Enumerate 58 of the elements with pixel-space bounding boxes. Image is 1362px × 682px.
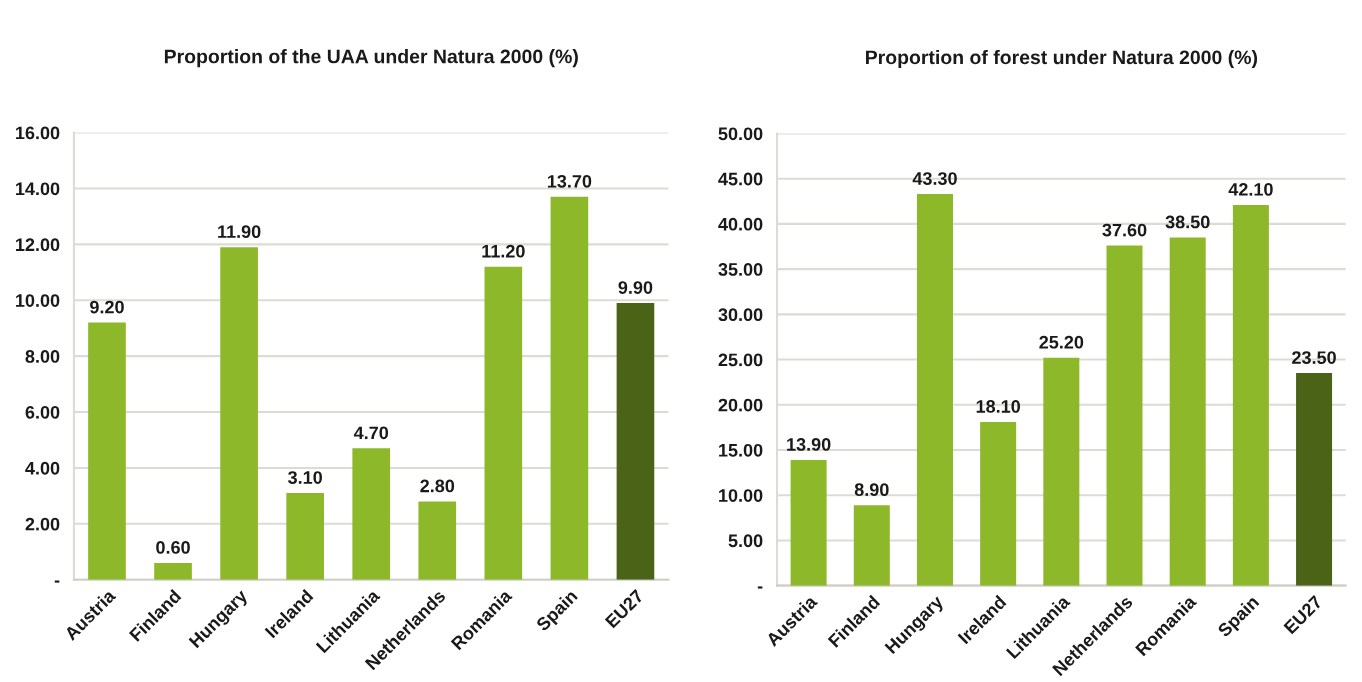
y-tick-label: 10.00 xyxy=(719,489,763,502)
y-tick-label: - xyxy=(757,586,763,589)
data-label: 4.70 xyxy=(353,426,389,440)
bar xyxy=(220,247,258,580)
bar xyxy=(916,194,953,586)
chart-title: Proportion of the UAA under Natura 2000 (%) xyxy=(164,49,578,68)
bar xyxy=(484,266,523,580)
data-label: 11.20 xyxy=(482,244,525,258)
data-label: 37.60 xyxy=(1102,223,1147,237)
data-label: 9.90 xyxy=(618,281,653,294)
bar xyxy=(853,505,890,586)
data-label: 42.10 xyxy=(1228,183,1273,196)
data-label: 11.90 xyxy=(218,225,261,239)
y-tick-label: 20.00 xyxy=(718,398,763,412)
y-tick-label: 25.00 xyxy=(718,353,763,367)
y-tick-label: 15.00 xyxy=(719,443,763,457)
bar xyxy=(1232,204,1269,586)
bar xyxy=(1169,237,1206,586)
y-tick-label: 12.00 xyxy=(16,238,60,252)
data-label: 8.90 xyxy=(854,483,889,497)
y-tick-label: 30.00 xyxy=(718,308,763,322)
y-tick-label: 16.00 xyxy=(16,126,60,140)
bar xyxy=(980,421,1017,586)
data-label: 13.90 xyxy=(787,438,831,451)
y-tick-label: 45.00 xyxy=(718,172,763,186)
bar xyxy=(286,493,324,580)
y-tick-label: 50.00 xyxy=(718,127,763,141)
y-tick-label: 35.00 xyxy=(718,263,763,276)
data-label: 23.50 xyxy=(1292,351,1336,365)
data-label: 2.80 xyxy=(420,479,455,493)
y-tick-label: 10.00 xyxy=(16,294,60,307)
y-tick-label: 4.00 xyxy=(25,461,60,475)
y-tick-label: - xyxy=(54,580,60,583)
bar xyxy=(1106,245,1143,586)
data-label: 38.50 xyxy=(1165,215,1210,229)
data-label: 3.10 xyxy=(288,471,322,484)
data-label: 13.70 xyxy=(547,174,592,188)
data-label: 18.10 xyxy=(976,400,1021,413)
y-tick-label: 2.00 xyxy=(25,517,60,531)
chart-title: Proportion of forest under Natura 2000 (%) xyxy=(866,49,1258,69)
bar xyxy=(88,322,126,580)
bar xyxy=(1296,373,1333,586)
data-label: 9.20 xyxy=(90,300,124,314)
y-tick-label: 5.00 xyxy=(728,534,763,548)
bar xyxy=(352,448,391,580)
data-label: 0.60 xyxy=(156,541,190,554)
bar xyxy=(418,501,457,580)
bar xyxy=(616,303,655,580)
bar xyxy=(1043,357,1080,586)
data-label: 43.30 xyxy=(912,172,957,185)
y-tick-label: 8.00 xyxy=(25,350,60,363)
y-tick-label: 40.00 xyxy=(718,217,763,231)
y-tick-label: 6.00 xyxy=(25,405,60,419)
data-label: 25.20 xyxy=(1039,335,1084,349)
bar xyxy=(790,459,827,586)
bar xyxy=(154,562,192,580)
y-tick-label: 14.00 xyxy=(16,182,60,196)
bar xyxy=(550,196,589,580)
